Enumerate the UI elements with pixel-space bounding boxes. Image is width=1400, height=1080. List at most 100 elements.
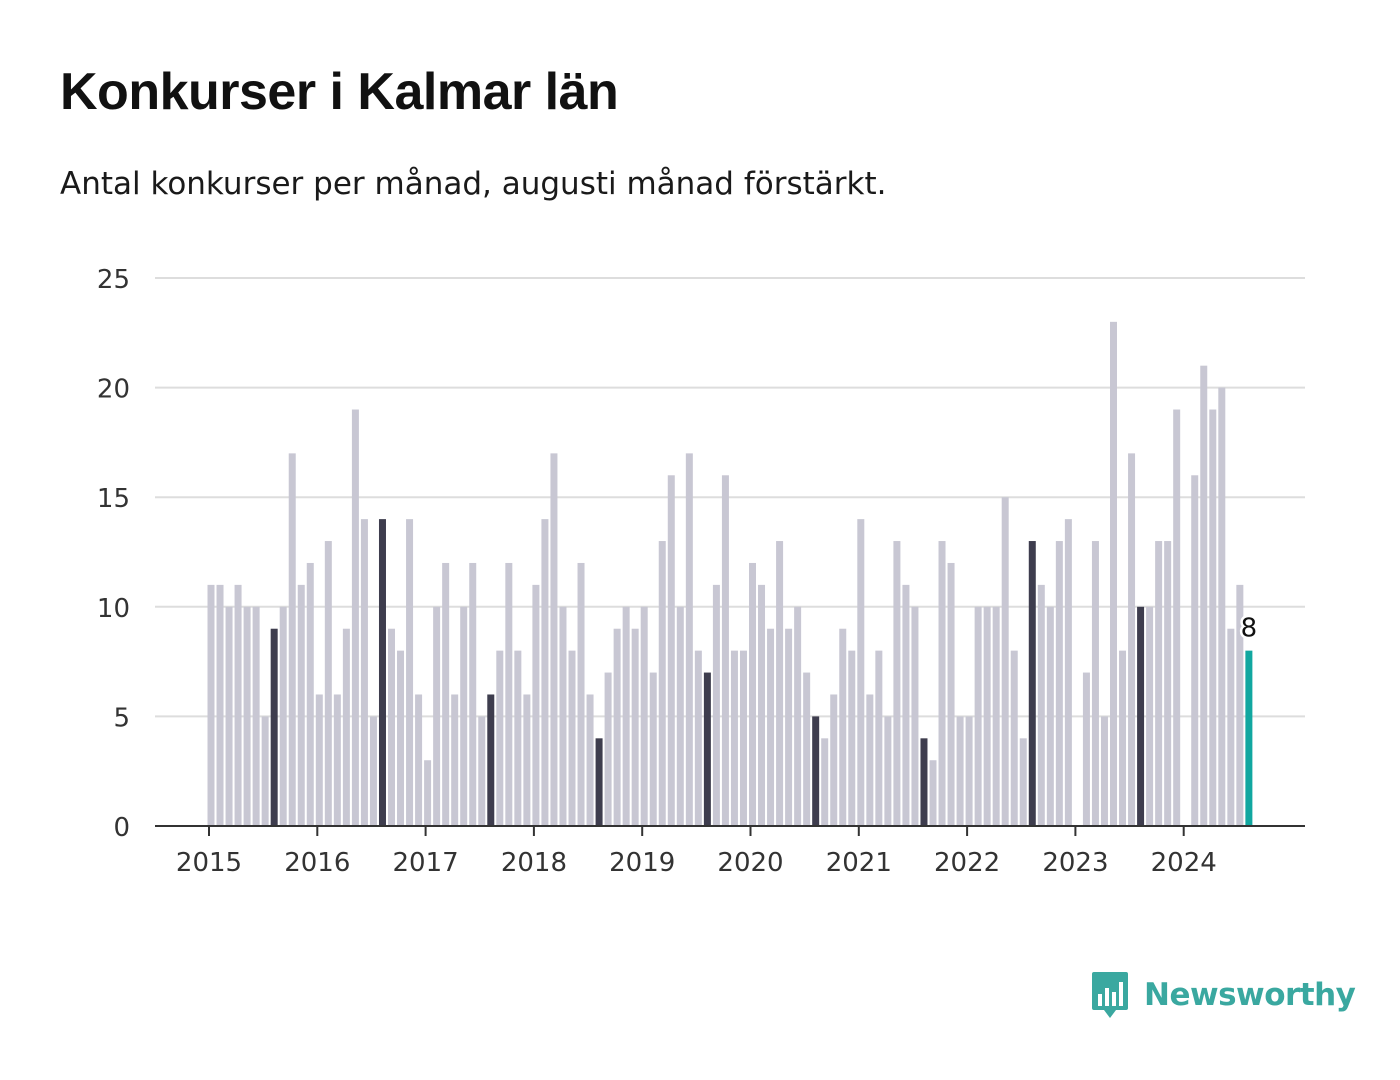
bar: [902, 584, 910, 826]
bar: [1155, 541, 1163, 826]
bar: [532, 584, 540, 826]
bar: [776, 541, 784, 826]
bar: [288, 453, 296, 826]
bar: [712, 584, 720, 826]
bar: [415, 694, 423, 826]
bar: [965, 716, 973, 826]
bar: [1164, 541, 1172, 826]
bar: [1236, 584, 1244, 826]
x-tick-label: 2020: [717, 848, 783, 878]
y-tick-label: 25: [97, 265, 130, 295]
bar: [442, 562, 450, 826]
bar: [703, 672, 711, 826]
bar: [451, 694, 459, 826]
bar: [469, 562, 477, 826]
bar: [803, 672, 811, 826]
bar: [929, 760, 937, 826]
bar: [252, 606, 260, 826]
bar: [649, 672, 657, 826]
bar: [342, 628, 350, 826]
bar: [1128, 453, 1136, 826]
bar: [884, 716, 892, 826]
bar: [433, 606, 441, 826]
bar: [315, 694, 323, 826]
bar: [1137, 606, 1145, 826]
bar: [640, 606, 648, 826]
bar: [279, 606, 287, 826]
bar: [857, 519, 865, 826]
bar: [541, 519, 549, 826]
x-tick-label: 2018: [501, 848, 567, 878]
bar: [261, 716, 269, 826]
bar: [1173, 409, 1181, 826]
bar: [1010, 650, 1018, 826]
bar: [586, 694, 594, 826]
bar: [424, 760, 432, 826]
bar: [1055, 541, 1063, 826]
bar: [956, 716, 964, 826]
y-tick-label: 5: [113, 703, 130, 733]
bar: [360, 519, 368, 826]
bar: [487, 694, 495, 826]
bar: [694, 650, 702, 826]
bar: [568, 650, 576, 826]
bar: [1046, 606, 1054, 826]
bar: [848, 650, 856, 826]
bar: [767, 628, 775, 826]
bar: [812, 716, 820, 826]
bar: [911, 606, 919, 826]
bar: [559, 606, 567, 826]
bar: [604, 672, 612, 826]
x-tick-label: 2019: [609, 848, 675, 878]
bar: [830, 694, 838, 826]
bar: [920, 738, 928, 826]
bar: [631, 628, 639, 826]
bar: [1200, 365, 1208, 826]
x-tick-label: 2017: [393, 848, 459, 878]
bar: [676, 606, 684, 826]
bar: [721, 475, 729, 826]
bar: [1037, 584, 1045, 826]
bar: [839, 628, 847, 826]
bar: [1019, 738, 1027, 826]
y-tick-label: 20: [97, 375, 130, 405]
bar: [1110, 321, 1117, 826]
bar: [730, 650, 738, 826]
bar: [577, 562, 585, 826]
bar: [893, 541, 901, 826]
bar: [216, 584, 224, 826]
bar: [794, 606, 802, 826]
bar: [496, 650, 504, 826]
bar: [369, 716, 377, 826]
bar: [1227, 628, 1235, 826]
bar: [550, 453, 558, 826]
bar: [866, 694, 874, 826]
bar: [947, 562, 955, 826]
bar: [306, 562, 314, 826]
chart-subtitle: Antal konkurser per månad, augusti månad…: [60, 166, 887, 202]
bar: [388, 628, 395, 826]
bar: [875, 650, 883, 826]
bar: [351, 409, 359, 826]
bar: [749, 562, 756, 826]
brand-name: Newsworthy: [1144, 977, 1356, 1013]
bar: [505, 562, 513, 826]
y-tick-label: 10: [97, 594, 130, 624]
bar: [225, 606, 233, 826]
bar: [1082, 672, 1090, 826]
data-label: 8: [1241, 614, 1258, 644]
bar: [1001, 497, 1009, 826]
bar: [1209, 409, 1217, 826]
bar: [758, 584, 766, 826]
x-tick-label: 2022: [934, 848, 1000, 878]
bar: [234, 584, 242, 826]
chart-title: Konkurser i Kalmar län: [60, 63, 619, 121]
bar: [1191, 475, 1199, 826]
brand-logo[interactable]: Newsworthy: [1090, 970, 1356, 1020]
bar: [992, 606, 1000, 826]
bar: [821, 738, 829, 826]
bar: [667, 475, 675, 826]
bar: [1028, 541, 1036, 826]
bar: [622, 606, 630, 826]
bar: [478, 716, 486, 826]
